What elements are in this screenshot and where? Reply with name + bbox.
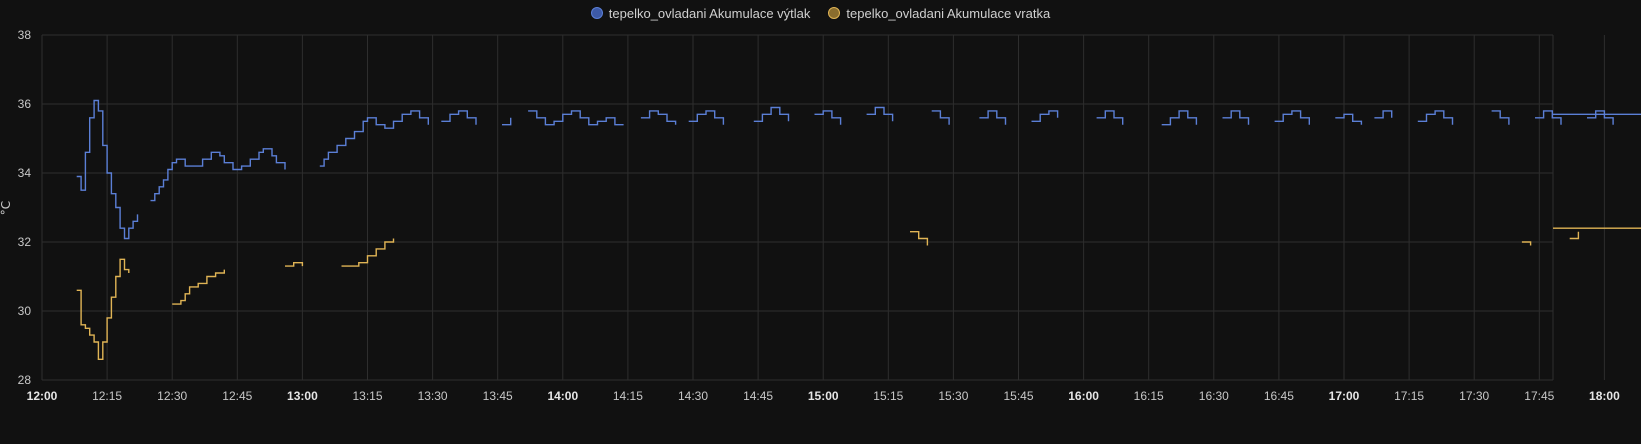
y-axis-label: °C [0, 201, 13, 215]
x-tick-label: 17:15 [1394, 389, 1424, 403]
y-tick-label: 36 [18, 97, 32, 111]
x-tick-label: 12:15 [92, 389, 122, 403]
x-tick-label: 13:15 [352, 389, 382, 403]
legend-item-vytlak[interactable]: tepelko_ovladani Akumulace výtlak [590, 5, 811, 21]
x-tick-label: 16:30 [1199, 389, 1229, 403]
legend-label-vratka: tepelko_ovladani Akumulace vratka [846, 5, 1051, 21]
x-tick-label: 15:15 [873, 389, 903, 403]
x-tick-label: 15:45 [1003, 389, 1033, 403]
x-tick-label: 14:45 [743, 389, 773, 403]
x-tick-label: 14:30 [678, 389, 708, 403]
x-tick-label: 17:00 [1329, 389, 1360, 403]
x-tick-label: 13:00 [287, 389, 318, 403]
legend-swatch-vytlak [590, 7, 603, 19]
y-tick-label: 38 [18, 28, 32, 42]
grid [41, 34, 1605, 381]
series-line-0 [76, 99, 1641, 240]
legend-item-vratka[interactable]: tepelko_ovladani Akumulace vratka [828, 6, 1050, 21]
x-axis: 12:00 12:15 12:30 12:45 13:00 13:15 13:30 13:45… [27, 389, 1620, 403]
series-line-1 [76, 227, 1641, 360]
x-tick-label: 15:30 [938, 389, 968, 403]
x-tick-label: 16:00 [1068, 389, 1099, 403]
legend-label-vytlak: tepelko_ovladani Akumulace výtlak [608, 5, 811, 21]
legend: tepelko_ovladani Akumulace výtlak tepelk… [0, 0, 1641, 26]
x-tick-label: 16:45 [1264, 389, 1294, 403]
x-tick-label: 14:00 [547, 389, 578, 403]
x-tick-label: 16:15 [1134, 389, 1164, 403]
x-tick-label: 17:30 [1459, 389, 1489, 403]
y-axis: 28 30 32 34 36 38 [18, 28, 32, 387]
x-tick-label: 13:45 [483, 389, 513, 403]
x-tick-label: 12:30 [157, 389, 187, 403]
series-group [76, 99, 1641, 360]
x-tick-label: 14:15 [613, 389, 643, 403]
x-tick-label: 13:30 [418, 389, 448, 403]
y-tick-label: 28 [18, 373, 32, 387]
x-tick-label: 12:00 [27, 389, 58, 403]
y-tick-label: 32 [18, 235, 32, 249]
x-tick-label: 18:00 [1589, 389, 1620, 403]
x-tick-label: 12:45 [222, 389, 252, 403]
x-tick-label: 17:45 [1524, 389, 1554, 403]
x-tick-label: 15:00 [808, 389, 839, 403]
y-tick-label: 34 [18, 166, 32, 180]
y-tick-label: 30 [18, 304, 32, 318]
legend-swatch-vratka [828, 7, 841, 19]
